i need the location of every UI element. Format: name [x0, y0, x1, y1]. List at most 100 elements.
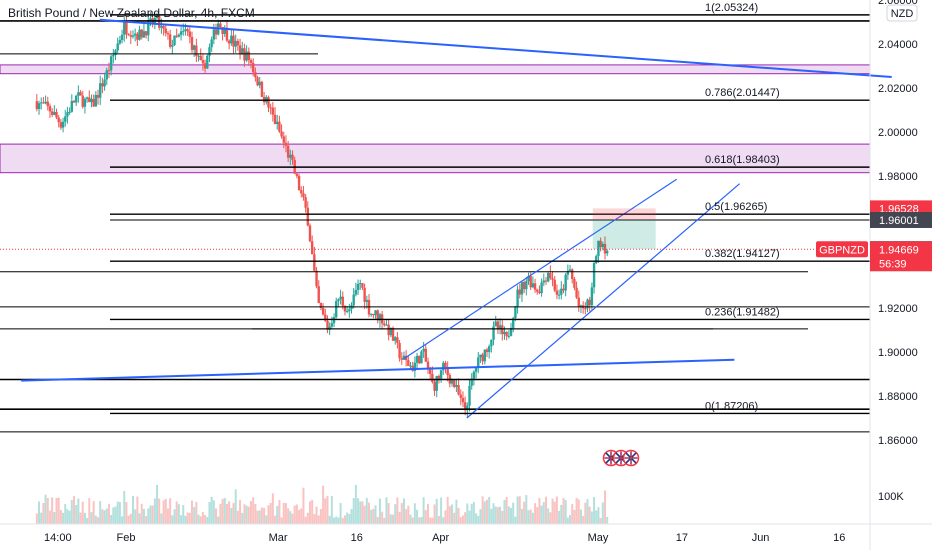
candle-body — [297, 175, 301, 191]
candle-body — [553, 279, 556, 291]
volume-bar — [252, 497, 255, 524]
candle-body — [470, 378, 473, 386]
candle-body — [92, 98, 95, 107]
volume-bar — [112, 507, 115, 524]
candle-body — [77, 92, 80, 96]
y-tick-label: 1.92000 — [878, 303, 918, 315]
volume-bar — [350, 509, 353, 524]
volume-bar — [114, 506, 117, 524]
candle-body — [468, 385, 471, 406]
candle-body — [90, 98, 93, 103]
volume-bar — [579, 509, 582, 524]
candle-body — [527, 276, 530, 282]
candle-body — [446, 368, 449, 376]
volume-bar — [99, 501, 102, 524]
x-axis[interactable]: 14:00 Feb Mar 16 Apr May 17 Jun 16 — [44, 532, 845, 544]
volume-bar — [590, 511, 593, 524]
candle-body — [383, 323, 386, 326]
volume-bar — [348, 514, 351, 524]
volume-bar — [136, 496, 139, 524]
channel-line — [466, 183, 740, 419]
volume-bar — [503, 500, 506, 524]
volume-bar — [145, 515, 148, 524]
candle-body — [138, 29, 141, 40]
x-tick-label: 17 — [676, 532, 688, 544]
volume-bar — [269, 502, 272, 524]
events-layer[interactable] — [602, 449, 640, 467]
candle-body — [442, 362, 445, 371]
candle-body — [479, 354, 482, 358]
currency-badge[interactable] — [886, 4, 918, 22]
candle-body — [203, 63, 207, 69]
candle-body — [533, 283, 537, 290]
candle-body — [562, 288, 565, 291]
candle-body — [166, 33, 170, 35]
volume-bar — [601, 502, 604, 524]
candle-body — [273, 114, 277, 125]
x-tick-label: 16 — [351, 532, 363, 544]
candle-body — [282, 136, 285, 143]
candle-body — [232, 35, 235, 47]
volume-bar — [516, 496, 519, 524]
candle-body — [516, 289, 519, 307]
candle-body — [352, 294, 355, 306]
event-flag-icon[interactable] — [622, 449, 640, 467]
volume-bar — [256, 510, 259, 524]
candle-body — [605, 250, 609, 254]
volume-bar — [88, 498, 91, 524]
candle-body — [42, 102, 45, 104]
candle-body — [260, 81, 264, 97]
volume-bar — [199, 516, 202, 524]
fib-level-label: 1(2.05324) — [705, 2, 758, 14]
candle-body — [483, 349, 487, 362]
volume-bar — [265, 515, 268, 524]
volume-bar — [444, 510, 447, 524]
candles-layer — [35, 12, 609, 418]
candle-body — [310, 241, 314, 255]
candle-body — [245, 51, 248, 61]
candle-body — [175, 35, 178, 37]
volume-bar — [464, 512, 467, 524]
candle-body — [409, 365, 412, 367]
price-tag-text: 1.94669 — [879, 244, 919, 256]
volume-bar — [40, 512, 43, 524]
candle-body — [105, 70, 108, 80]
volume-bar — [475, 513, 478, 524]
candle-body — [385, 324, 388, 326]
candle-body — [426, 361, 430, 370]
position-box-layer[interactable] — [592, 208, 656, 250]
candle-body — [120, 34, 124, 41]
volume-bar — [575, 497, 578, 524]
volume-bar — [197, 514, 200, 524]
volume-bar — [376, 517, 379, 524]
candle-body — [339, 296, 342, 300]
candle-body — [564, 274, 567, 291]
trendline — [21, 358, 735, 382]
candle-body — [348, 309, 351, 312]
candle-body — [387, 324, 390, 336]
volume-bar — [442, 517, 445, 524]
volume-bar — [527, 510, 530, 524]
candle-body — [164, 28, 167, 34]
candle-body — [369, 313, 373, 315]
candle-body — [592, 263, 596, 288]
volume-bar — [367, 502, 370, 524]
candle-body — [501, 325, 504, 335]
candle-body — [249, 60, 253, 63]
y-tick-label: 1.88000 — [878, 391, 918, 403]
candle-body — [372, 313, 375, 316]
volume-bar — [177, 504, 180, 524]
fib-level-label: 0(1.87206) — [705, 400, 758, 412]
candle-body — [313, 254, 316, 271]
candle-body — [555, 290, 559, 295]
candle-body — [378, 314, 382, 321]
candle-body — [101, 83, 104, 87]
volume-bar — [81, 501, 84, 524]
candle-body — [61, 121, 65, 128]
y-tick-label: 1.98000 — [878, 171, 918, 183]
volume-bar — [337, 517, 340, 524]
volume-bar — [57, 497, 60, 524]
candle-body — [256, 77, 259, 86]
volume-bar — [300, 508, 303, 524]
